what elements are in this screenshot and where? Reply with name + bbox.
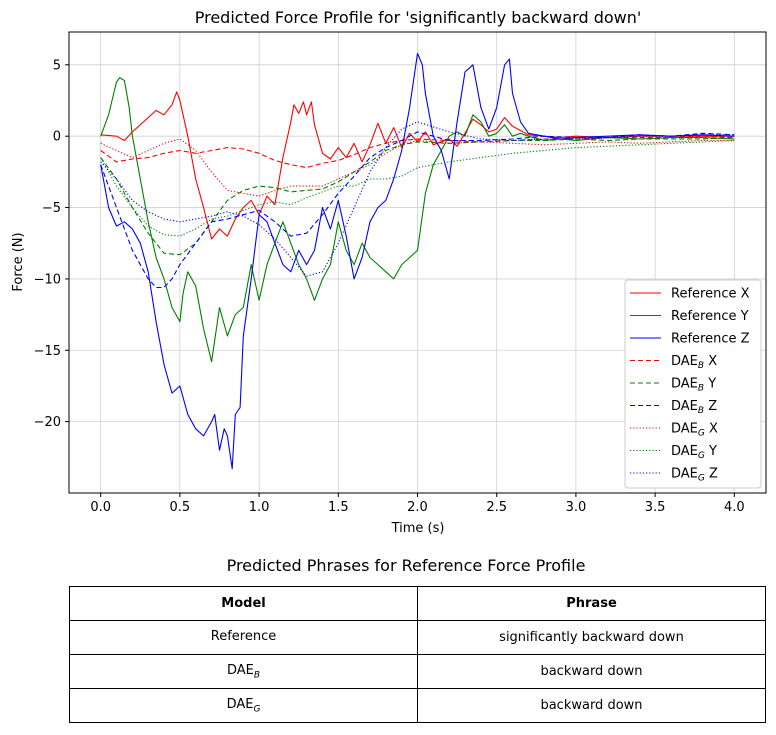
- legend-label: DAEB Z: [671, 399, 717, 416]
- y-tick-label: −20: [34, 415, 61, 430]
- header-model: Model: [69, 586, 418, 621]
- x-tick-label: 2.5: [486, 500, 507, 515]
- phrase-cell: backward down: [417, 688, 766, 723]
- legend-label: Reference X: [671, 287, 750, 302]
- y-ticks: −20 −15 −10 −5 0 5: [34, 58, 69, 430]
- series-line: [100, 77, 735, 363]
- legend-label: Reference Y: [671, 309, 749, 324]
- table-row: Reference significantly backward down: [69, 620, 766, 655]
- legend-label: DAEG Z: [671, 467, 718, 484]
- series-line: [100, 52, 735, 470]
- phrase-cell: backward down: [417, 654, 766, 689]
- table-row: DAEG backward down: [69, 688, 766, 723]
- legend-box: [624, 279, 762, 489]
- x-ticks: 0.0 0.5 1.0 1.5 2.0 2.5 3.0 3.5 4.0: [90, 493, 745, 515]
- legend-label: DAEB X: [671, 354, 717, 371]
- header-phrase: Phrase: [417, 586, 766, 621]
- series-line: [100, 91, 735, 240]
- model-cell: DAEG: [69, 688, 418, 723]
- x-tick-label: 0.0: [90, 500, 111, 515]
- legend-label: DAEB Y: [671, 377, 716, 394]
- table-row: DAEB backward down: [69, 654, 766, 689]
- phrase-table: Model Phrase Reference significantly bac…: [69, 586, 766, 723]
- chart-title: Predicted Force Profile for 'significant…: [195, 8, 642, 27]
- series-line: [100, 121, 735, 277]
- phrase-cell: significantly backward down: [417, 620, 766, 655]
- y-tick-label: −10: [34, 272, 61, 287]
- y-tick-label: −5: [42, 201, 61, 216]
- legend-label: DAEG Y: [671, 444, 717, 461]
- legend: Reference X Reference Y Reference Z DAEB X D…: [624, 279, 762, 489]
- y-tick-label: −15: [34, 344, 61, 359]
- legend-label: Reference Z: [671, 332, 750, 347]
- x-tick-label: 0.5: [170, 500, 191, 515]
- y-axis-label: Force (N): [11, 232, 26, 291]
- x-tick-label: 3.5: [645, 500, 666, 515]
- y-tick-label: 5: [53, 58, 61, 73]
- y-tick-label: 0: [53, 130, 61, 145]
- x-tick-label: 1.0: [249, 500, 270, 515]
- x-tick-label: 1.5: [328, 500, 349, 515]
- series-line: [100, 131, 735, 289]
- x-tick-label: 3.0: [566, 500, 587, 515]
- model-cell: DAEB: [69, 654, 418, 689]
- table-title: Predicted Phrases for Reference Force Pr…: [226, 556, 586, 575]
- legend-label: DAEG X: [671, 422, 718, 439]
- series-layer: [100, 52, 735, 470]
- model-cell: Reference: [69, 620, 418, 655]
- x-tick-label: 4.0: [724, 500, 745, 515]
- table-header-row: Model Phrase: [69, 586, 766, 621]
- x-tick-label: 2.0: [407, 500, 428, 515]
- force-chart: Predicted Force Profile for 'significant…: [11, 8, 767, 536]
- x-axis-label: Time (s): [391, 521, 445, 536]
